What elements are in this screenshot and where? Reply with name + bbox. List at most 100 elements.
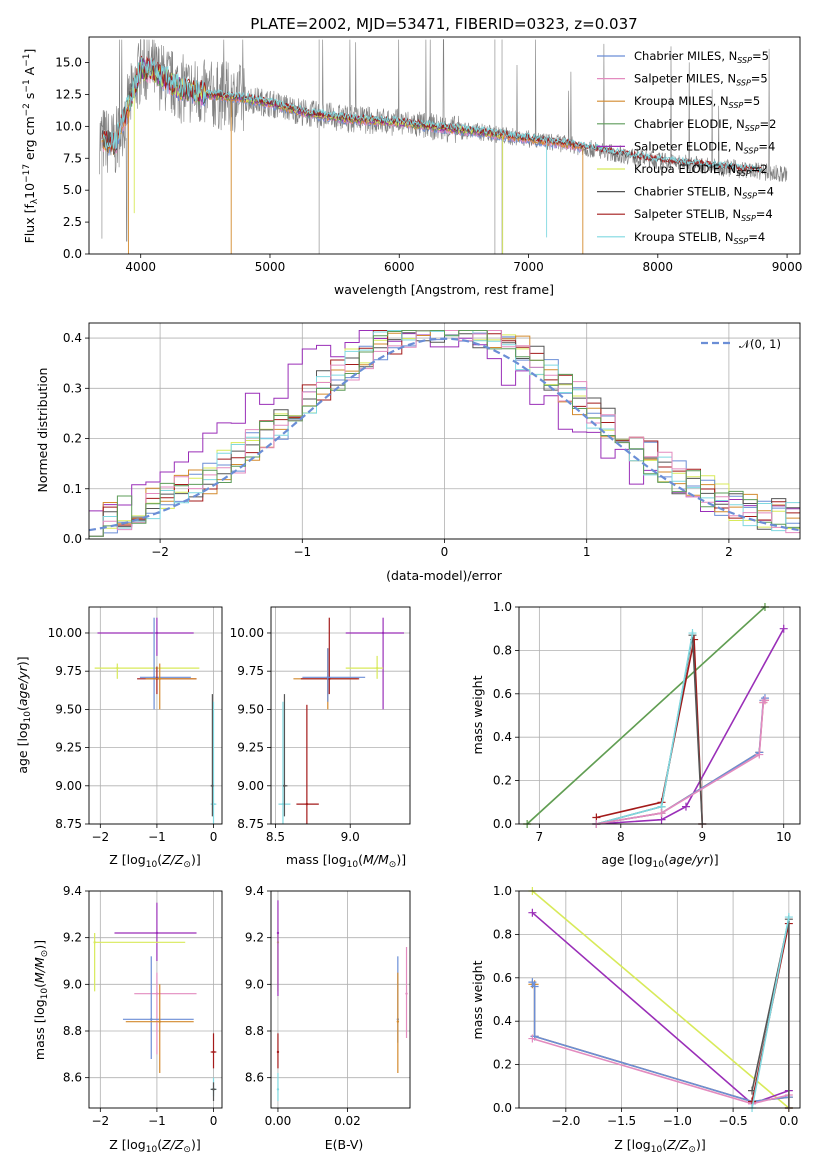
x-tick-label: −0.5 xyxy=(719,1114,748,1128)
y-axis-label: age [log10(age/yr)] xyxy=(15,656,33,773)
x-tick-label: 8 xyxy=(617,830,625,844)
x-tick-label: 1 xyxy=(583,545,591,559)
histogram-step-line xyxy=(89,330,800,521)
y-tick-label: 0.6 xyxy=(493,687,512,701)
x-tick-label: 0.00 xyxy=(265,1114,292,1128)
weight-marker xyxy=(784,913,793,922)
data-point xyxy=(155,992,159,995)
y-tick-label: 0.0 xyxy=(63,532,82,546)
x-tick-label: 10 xyxy=(776,830,791,844)
data-point xyxy=(326,676,329,679)
weight-line xyxy=(751,916,790,1109)
axes-frame xyxy=(518,606,801,825)
spectrum-ylabel: Flux [fλ10−17 erg cm−2 s−1 A−1] xyxy=(22,49,40,244)
y-tick-label: 0.0 xyxy=(493,1101,512,1115)
axes-frame xyxy=(88,322,801,540)
axes-frame xyxy=(88,36,801,255)
y-tick-label: 0.8 xyxy=(493,927,512,941)
legend-entry-label: Salpeter ELODIE, NSSP=4 xyxy=(634,139,775,155)
y-tick-label: 9.25 xyxy=(237,741,264,755)
x-tick-label: 4000 xyxy=(125,260,156,274)
weight-marker xyxy=(528,978,537,987)
z-weight-panel: −2.0 −1.5 −1.0 −0.5 0.0 0.0 0.2 0.4 0.6 0.8 1.0 Z [… xyxy=(470,884,801,1155)
y-axis-label: mass weight xyxy=(470,960,485,1039)
legend-entry-label: Salpeter MILES, NSSP=5 xyxy=(634,72,768,88)
y-tick-label: 0.4 xyxy=(493,1014,512,1028)
normal-curve-line xyxy=(88,337,801,532)
spectrum-title: PLATE=2002, MJD=53471, FIBERID=0323, z=0… xyxy=(250,15,637,33)
weight-line xyxy=(596,628,785,825)
hist-xlabel: (data-model)/error xyxy=(386,568,503,583)
weight-line xyxy=(596,632,694,825)
weight-marker xyxy=(759,698,768,707)
x-tick-label: −1.0 xyxy=(663,1114,692,1128)
data-point xyxy=(150,1018,153,1021)
data-point xyxy=(396,1020,400,1023)
weight-line xyxy=(526,606,766,825)
y-tick-label: 8.75 xyxy=(237,817,264,831)
y-tick-label: 0.6 xyxy=(493,971,512,985)
x-axis-label: age [log10(age/yr)] xyxy=(601,852,718,870)
data-point xyxy=(116,666,119,670)
y-tick-label: 9.0 xyxy=(245,977,264,991)
y-tick-label: 0.0 xyxy=(493,817,512,831)
axes-frame xyxy=(88,890,223,1109)
x-tick-label: −1 xyxy=(293,545,311,559)
x-tick-label: 9000 xyxy=(772,260,803,274)
y-axis-label: mass [log10(M/M⊙)] xyxy=(32,940,50,1060)
age-weight-panel: 7 8 9 10 0.0 0.2 0.4 0.6 0.8 1.0 age [log10(age/yr… xyxy=(470,600,801,870)
axes-frame xyxy=(270,890,411,1109)
data-point xyxy=(158,1020,161,1023)
y-tick-label: 10.00 xyxy=(230,626,264,640)
y-tick-label: 9.00 xyxy=(55,779,82,793)
weight-marker xyxy=(530,982,539,991)
x-tick-label: 0 xyxy=(210,830,218,844)
y-tick-label: 12.5 xyxy=(55,87,82,101)
x-tick-label: 0.02 xyxy=(334,1114,361,1128)
x-tick-label: −2 xyxy=(91,830,109,844)
x-tick-label: 0 xyxy=(210,1114,218,1128)
weight-marker xyxy=(528,908,537,917)
data-point xyxy=(328,677,331,681)
data-point xyxy=(276,1050,280,1054)
y-tick-label: 7.5 xyxy=(63,151,82,165)
data-point xyxy=(211,784,214,787)
y-tick-label: 9.0 xyxy=(63,977,82,991)
y-tick-label: 0.2 xyxy=(493,774,512,788)
weight-line xyxy=(596,699,766,825)
data-point xyxy=(152,676,156,679)
y-tick-label: 0.1 xyxy=(63,482,82,496)
data-point xyxy=(375,666,379,670)
y-tick-label: 9.2 xyxy=(63,931,82,945)
x-tick-label: −2.0 xyxy=(551,1114,580,1128)
y-tick-label: 0.2 xyxy=(493,1058,512,1072)
x-tick-label: 2 xyxy=(725,545,733,559)
y-tick-label: 10.0 xyxy=(55,119,82,133)
x-tick-label: 7000 xyxy=(513,260,544,274)
data-point xyxy=(276,931,280,935)
y-tick-label: 0.8 xyxy=(493,643,512,657)
y-tick-label: 9.25 xyxy=(55,741,82,755)
x-tick-label: 6000 xyxy=(384,260,415,274)
y-axis-label: mass weight xyxy=(470,675,485,754)
y-tick-label: 9.4 xyxy=(245,884,264,898)
y-tick-label: 8.8 xyxy=(245,1024,264,1038)
x-tick-label: −2 xyxy=(91,1114,109,1128)
x-axis-label: Z [log10(Z/Z⊙)] xyxy=(614,1137,705,1155)
z-mass-panel: −2 −1 0 8.6 8.8 9.0 9.2 9.4 Z [log10(Z/Z⊙)] mass … xyxy=(32,884,223,1155)
model-spectrum-line xyxy=(101,57,762,174)
legend-entry-label: Chabrier ELODIE, NSSP=2 xyxy=(634,117,776,133)
data-point xyxy=(276,1088,280,1091)
data-point xyxy=(405,992,408,995)
y-tick-label: 1.0 xyxy=(493,884,512,898)
spectrum-legend: Chabrier MILES, NSSP=5 Salpeter MILES, NS… xyxy=(597,49,776,246)
y-tick-label: 8.6 xyxy=(245,1071,264,1085)
weight-line xyxy=(596,699,766,825)
y-tick-label: 9.4 xyxy=(63,884,82,898)
y-tick-label: 9.2 xyxy=(245,931,264,945)
x-axis-label: mass [log10(M/M⊙)] xyxy=(286,852,406,870)
y-tick-label: 9.75 xyxy=(237,664,264,678)
spectrum-panel: PLATE=2002, MJD=53471, FIBERID=0323, z=0… xyxy=(22,15,802,297)
z-age-panel: −2 −1 0 8.75 9.00 9.25 9.50 9.75 10.00 Z [log10(Z… xyxy=(15,606,223,870)
